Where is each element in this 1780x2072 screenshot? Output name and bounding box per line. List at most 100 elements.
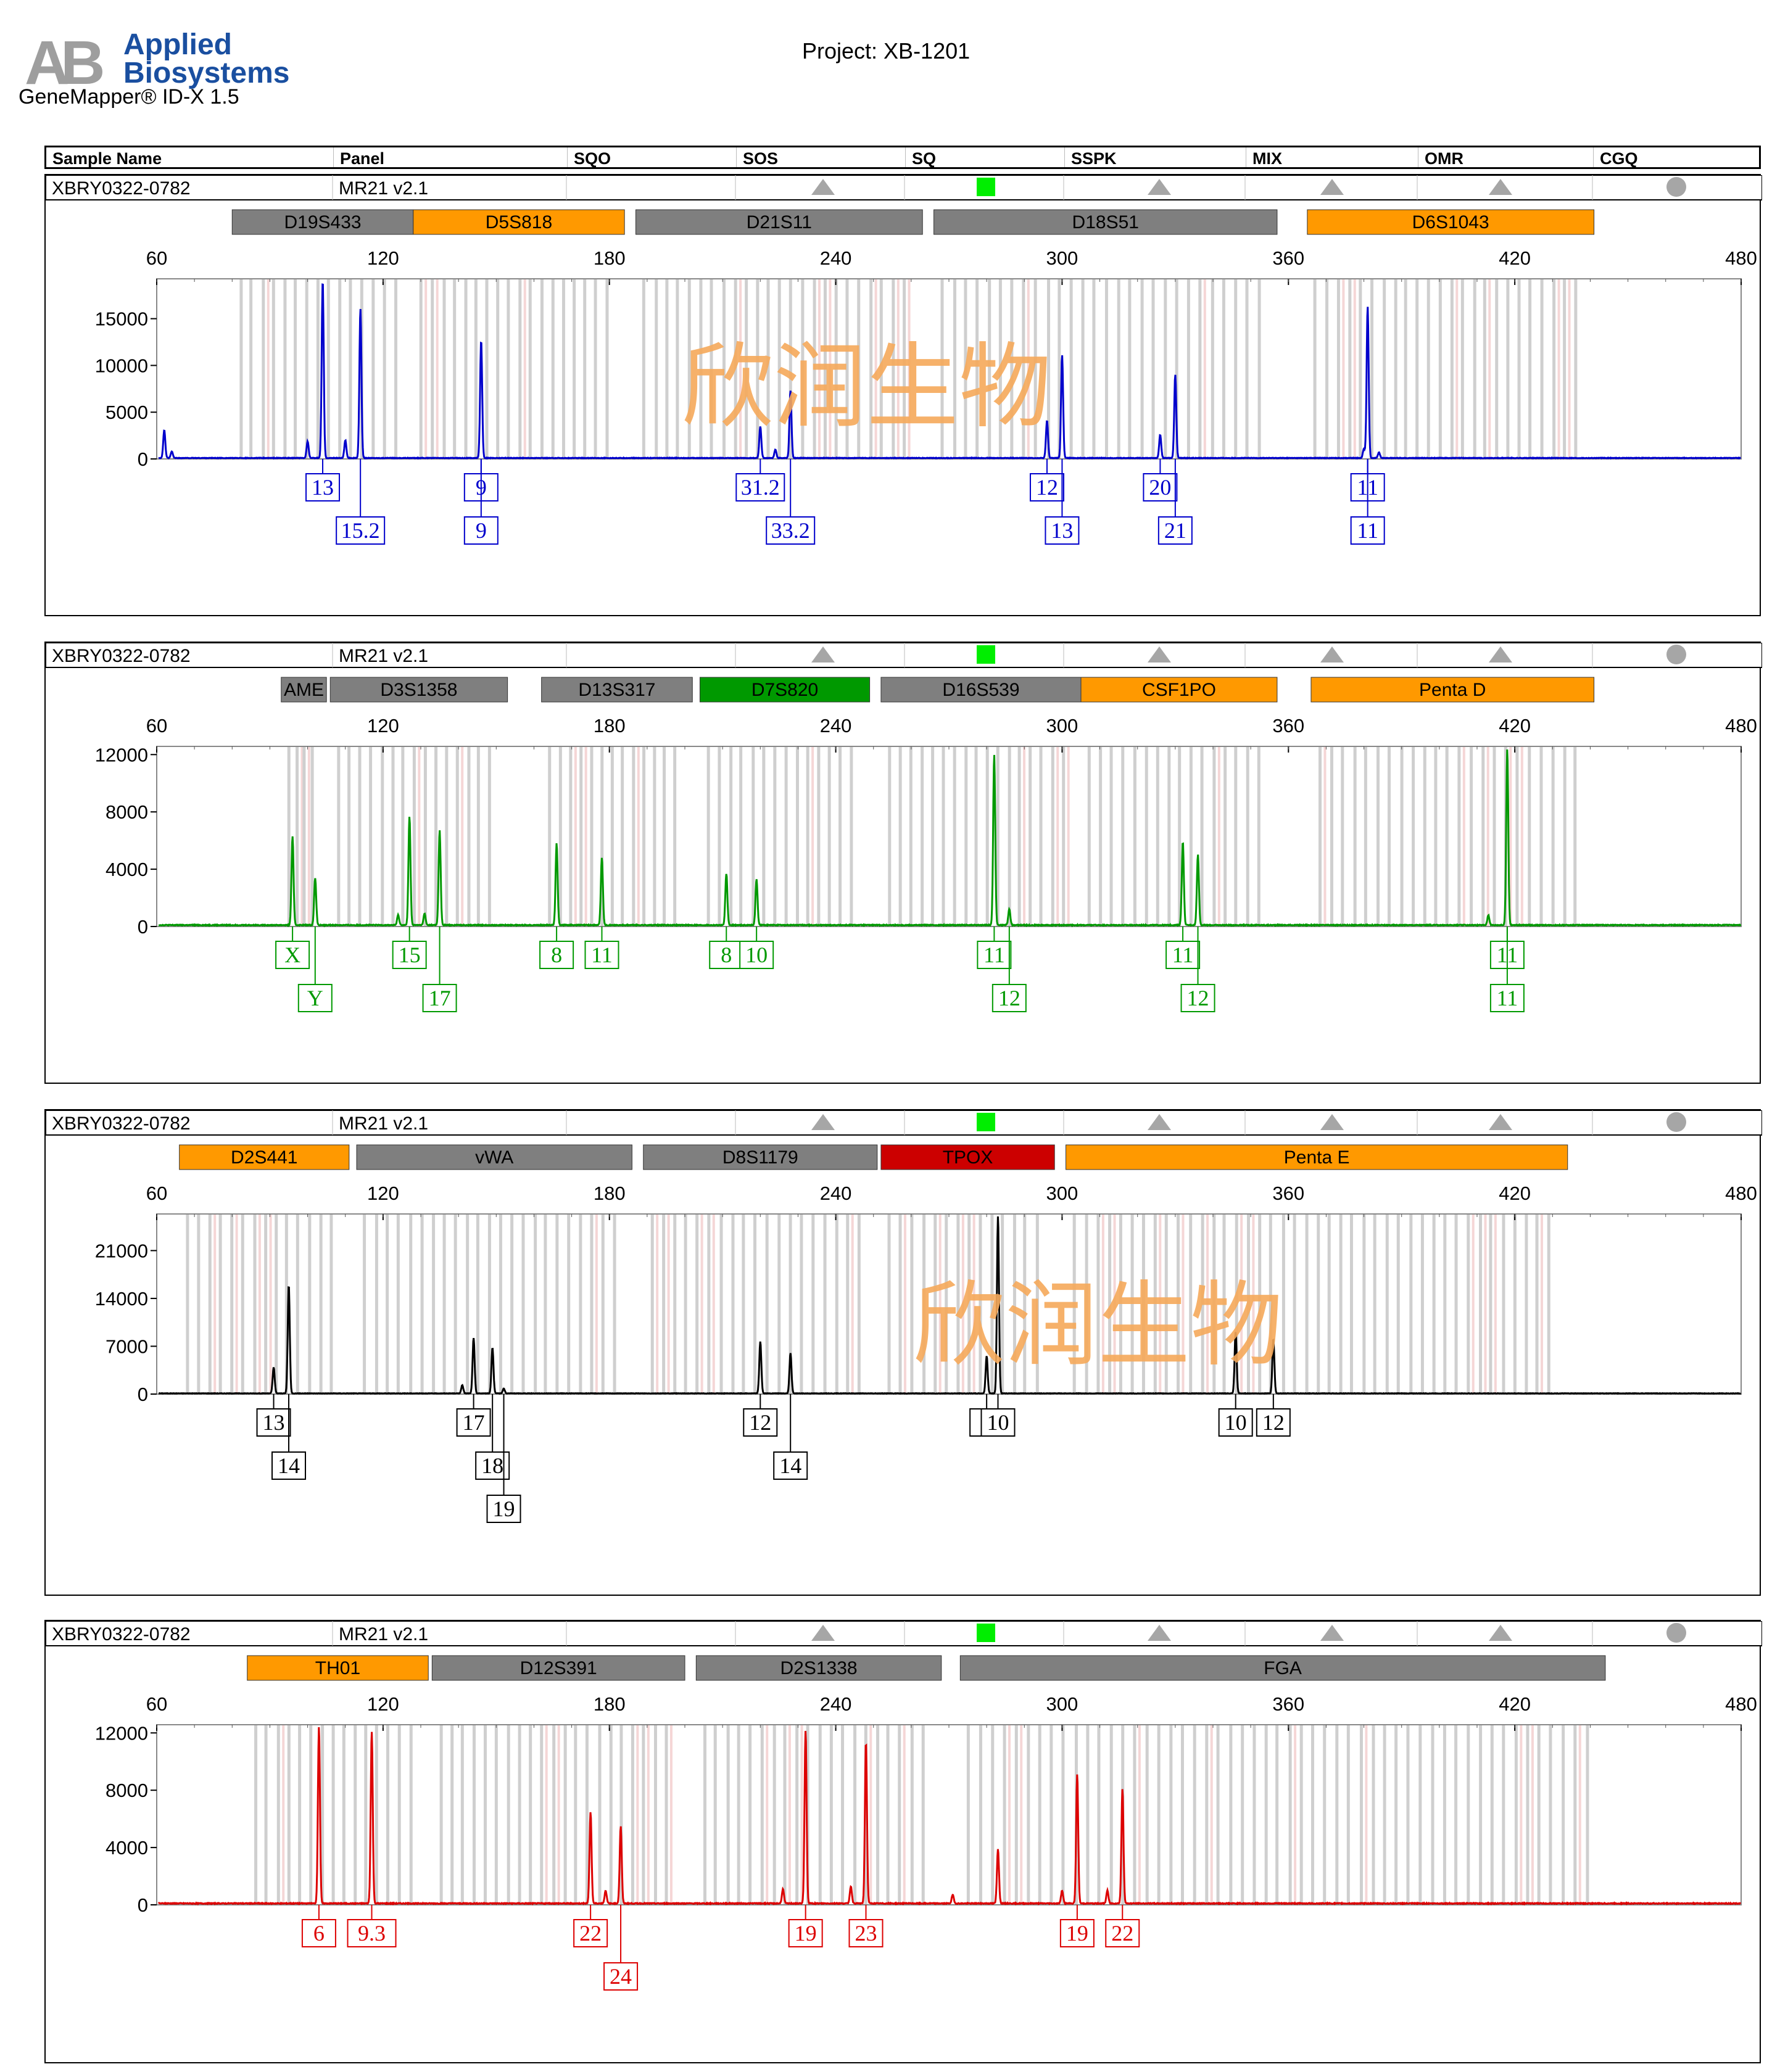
- x-tick-label: 420: [1499, 1693, 1531, 1715]
- x-tick-label: 480: [1725, 1693, 1757, 1715]
- marker-label: D3S1358: [380, 680, 457, 700]
- omr-status-triangle-icon: [1489, 646, 1512, 662]
- y-tick-label: 0: [138, 448, 148, 470]
- marker-label: D6S1043: [1412, 212, 1489, 233]
- allele-box: [991, 984, 1027, 1012]
- marker-penta-d: [1310, 677, 1595, 703]
- marker-tpox: [880, 1144, 1055, 1170]
- allele-label: 17: [463, 1410, 485, 1435]
- allele-label: 12: [1187, 986, 1209, 1010]
- allele-label: 12: [1262, 1410, 1285, 1435]
- mix-status-triangle-icon: [1320, 1114, 1344, 1130]
- marker-d12s391: [431, 1655, 685, 1681]
- allele-box: [1350, 516, 1385, 545]
- x-tick-label: 240: [820, 715, 852, 737]
- panel-name: MR21 v2.1: [339, 1624, 428, 1645]
- allele-box: [275, 941, 310, 969]
- allele-box: [486, 1495, 521, 1523]
- panel-svg: XBRY0322-0782 MR21 v2.1 AME D3S1358 D13S317 D…: [46, 643, 1762, 1012]
- allele-box: [739, 941, 774, 969]
- x-tick-label: 240: [820, 1693, 852, 1715]
- x-tick-label: 60: [146, 1693, 167, 1715]
- header-sqo[interactable]: SQO: [567, 147, 736, 168]
- x-tick-label: 420: [1499, 715, 1531, 737]
- status-row: [46, 175, 1762, 200]
- cgq-status-circle-icon: [1666, 177, 1686, 197]
- allele-label: 12: [998, 986, 1020, 1010]
- x-tick-label: 480: [1725, 1183, 1757, 1204]
- allele-label: 18: [481, 1453, 503, 1478]
- allele-box: [1143, 473, 1178, 501]
- allele-box: [773, 1451, 808, 1480]
- allele-label: 15.2: [341, 518, 380, 543]
- panel-svg: XBRY0322-0782 MR21 v2.1 D19S433 D5S818 D21S1…: [46, 175, 1762, 545]
- allele-box: [1218, 1408, 1253, 1437]
- marker-d2s1338: [695, 1655, 942, 1681]
- allele-label: 33.2: [771, 518, 810, 543]
- allele-label: 11: [591, 943, 613, 967]
- marker-d21s11: [635, 209, 923, 235]
- panel-svg: XBRY0322-0782 MR21 v2.1 D2S441 vWA D8S1179 TP…: [46, 1110, 1762, 1523]
- marker-label: CSF1PO: [1142, 680, 1216, 700]
- allele-label: 8: [551, 943, 562, 967]
- sq-pass-square-icon: [977, 1113, 995, 1131]
- x-tick-label: 60: [146, 715, 167, 737]
- sample-name: XBRY0322-0782: [52, 1113, 191, 1134]
- y-tick-label: 12000: [95, 1722, 148, 1744]
- sspk-status-triangle-icon: [1148, 1625, 1171, 1641]
- x-tick-label: 180: [594, 1183, 626, 1204]
- x-tick-label: 120: [367, 1183, 399, 1204]
- sspk-status-triangle-icon: [1148, 646, 1171, 662]
- marker-label: D2S1338: [780, 1658, 858, 1678]
- trace-line: [157, 1727, 1741, 1906]
- marker-csf1po: [1080, 677, 1278, 703]
- x-tick-label: 360: [1272, 1183, 1304, 1204]
- x-tick-label: 300: [1046, 715, 1078, 737]
- panel-name: MR21 v2.1: [339, 646, 428, 666]
- sample-name: XBRY0322-0782: [52, 646, 191, 666]
- sos-status-triangle-icon: [811, 179, 835, 195]
- marker-d2s441: [179, 1144, 350, 1170]
- watermark: 欣润生物: [913, 1272, 1283, 1379]
- allele-label: 11: [1172, 943, 1194, 967]
- allele-box: [848, 1919, 884, 1947]
- marker-label: Penta E: [1284, 1147, 1350, 1168]
- allele-box: [463, 516, 499, 545]
- marker-d6s1043: [1307, 209, 1595, 235]
- allele-label: Y: [307, 986, 323, 1010]
- allele-box: [584, 941, 619, 969]
- header-panel[interactable]: Panel: [333, 147, 567, 168]
- header-row: Sample Name Panel SQO SOS SQ SSPK MIX OM…: [44, 146, 1761, 169]
- allele-box: [1165, 941, 1201, 969]
- status-row: [46, 1621, 1762, 1646]
- marker-label: D2S441: [231, 1147, 297, 1168]
- allele-box: [271, 1451, 306, 1480]
- header-cgq[interactable]: CGQ: [1593, 147, 1763, 168]
- allele-label: 10: [745, 943, 768, 967]
- electropherogram-panel-red: XBRY0322-0782 MR21 v2.1 TH01 D12S391 D2S1338…: [44, 1620, 1762, 2063]
- logo-line2: Biosystems: [123, 57, 289, 89]
- omr-status-triangle-icon: [1489, 1625, 1512, 1641]
- allele-label: 11: [1357, 518, 1378, 543]
- logo-line1: Applied: [123, 30, 232, 61]
- y-tick-label: 14000: [95, 1288, 148, 1310]
- allele-label: 14: [779, 1453, 801, 1478]
- allele-label: 19: [493, 1496, 515, 1521]
- header-sq[interactable]: SQ: [905, 147, 1064, 168]
- header-mix[interactable]: MIX: [1246, 147, 1418, 168]
- y-tick-label: 0: [138, 916, 148, 938]
- allele-label: 17: [429, 986, 451, 1010]
- allele-label: 11: [1497, 986, 1518, 1010]
- header-sos[interactable]: SOS: [736, 147, 905, 168]
- y-tick-label: 0: [138, 1894, 148, 1916]
- x-tick-label: 300: [1046, 1693, 1078, 1715]
- y-tick-label: 4000: [106, 1837, 148, 1859]
- header-omr[interactable]: OMR: [1418, 147, 1593, 168]
- marker-ame: [281, 677, 327, 703]
- x-tick-label: 360: [1272, 715, 1304, 737]
- cgq-status-circle-icon: [1666, 1112, 1686, 1132]
- allele-box: [1180, 984, 1215, 1012]
- header-sample-name[interactable]: Sample Name: [52, 149, 162, 168]
- header-sspk[interactable]: SSPK: [1064, 147, 1246, 168]
- marker-d13s317: [541, 677, 693, 703]
